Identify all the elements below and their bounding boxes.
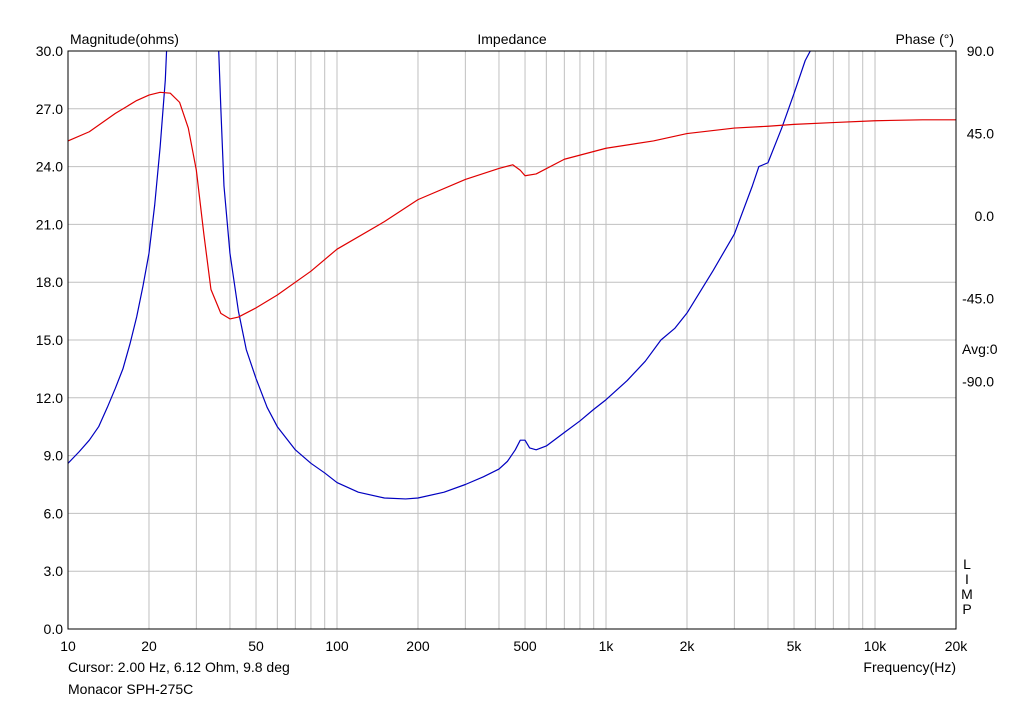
x-tick-label: 50 [248, 638, 264, 654]
left-axis-title: Magnitude(ohms) [70, 31, 179, 47]
y-tick-label: 24.0 [36, 159, 63, 175]
y2-tick-label: 90.0 [967, 43, 994, 59]
y-tick-label: 30.0 [36, 43, 63, 59]
x-tick-label: 20 [141, 638, 157, 654]
x-tick-label: 5k [787, 638, 803, 654]
y2-tick-label: -45.0 [962, 291, 994, 307]
limp-brand-label: L I M P [960, 557, 974, 617]
y-tick-label: 12.0 [36, 390, 63, 406]
x-tick-label: 20k [945, 638, 969, 654]
y2-tick-labels: 90.0 45.0 0.0 -45.0 -90.0 [962, 43, 994, 389]
x-tick-label: 500 [513, 638, 537, 654]
cursor-readout: Cursor: 2.00 Hz, 6.12 Ohm, 9.8 deg [68, 659, 290, 675]
series-layer [68, 51, 956, 500]
y2-tick-label: -90.0 [962, 373, 994, 389]
average-readout: Avg:0 [962, 341, 998, 357]
limp-letter: L [963, 556, 971, 572]
plot-frame [67, 50, 957, 630]
y-tick-label: 21.0 [36, 216, 63, 232]
x-tick-label: 200 [406, 638, 430, 654]
y-tick-labels: 0.0 3.0 6.0 9.0 12.0 15.0 18.0 21.0 24.0 27.0 30.0 [36, 43, 63, 637]
limp-letter: M [961, 586, 973, 602]
y-tick-label: 15.0 [36, 332, 63, 348]
x-tick-label: 10k [864, 638, 888, 654]
y2-tick-label: 0.0 [975, 208, 995, 224]
y-tick-label: 18.0 [36, 274, 63, 290]
x-tick-labels: 10 20 50 100 200 500 1k 2k 5k 10k 20k [60, 638, 968, 654]
y-tick-label: 6.0 [44, 505, 64, 521]
phase-curve [68, 91, 956, 320]
chart-title: Impedance [477, 31, 547, 47]
y-tick-label: 9.0 [44, 448, 64, 464]
x-tick-label: 1k [599, 638, 615, 654]
x-tick-label: 100 [325, 638, 349, 654]
x-tick-label: 2k [680, 638, 696, 654]
x-axis-title: Frequency(Hz) [863, 659, 956, 675]
y2-tick-label: 45.0 [967, 126, 994, 142]
magnitude-curve [68, 51, 811, 500]
device-name: Monacor SPH-275C [68, 681, 194, 697]
y-tick-label: 0.0 [44, 621, 64, 637]
limp-letter: P [962, 601, 972, 617]
right-axis-title: Phase (°) [895, 31, 954, 47]
x-tick-label: 10 [60, 638, 76, 654]
limp-letter: I [965, 571, 969, 587]
y-tick-label: 27.0 [36, 101, 63, 117]
y-tick-label: 3.0 [44, 563, 64, 579]
